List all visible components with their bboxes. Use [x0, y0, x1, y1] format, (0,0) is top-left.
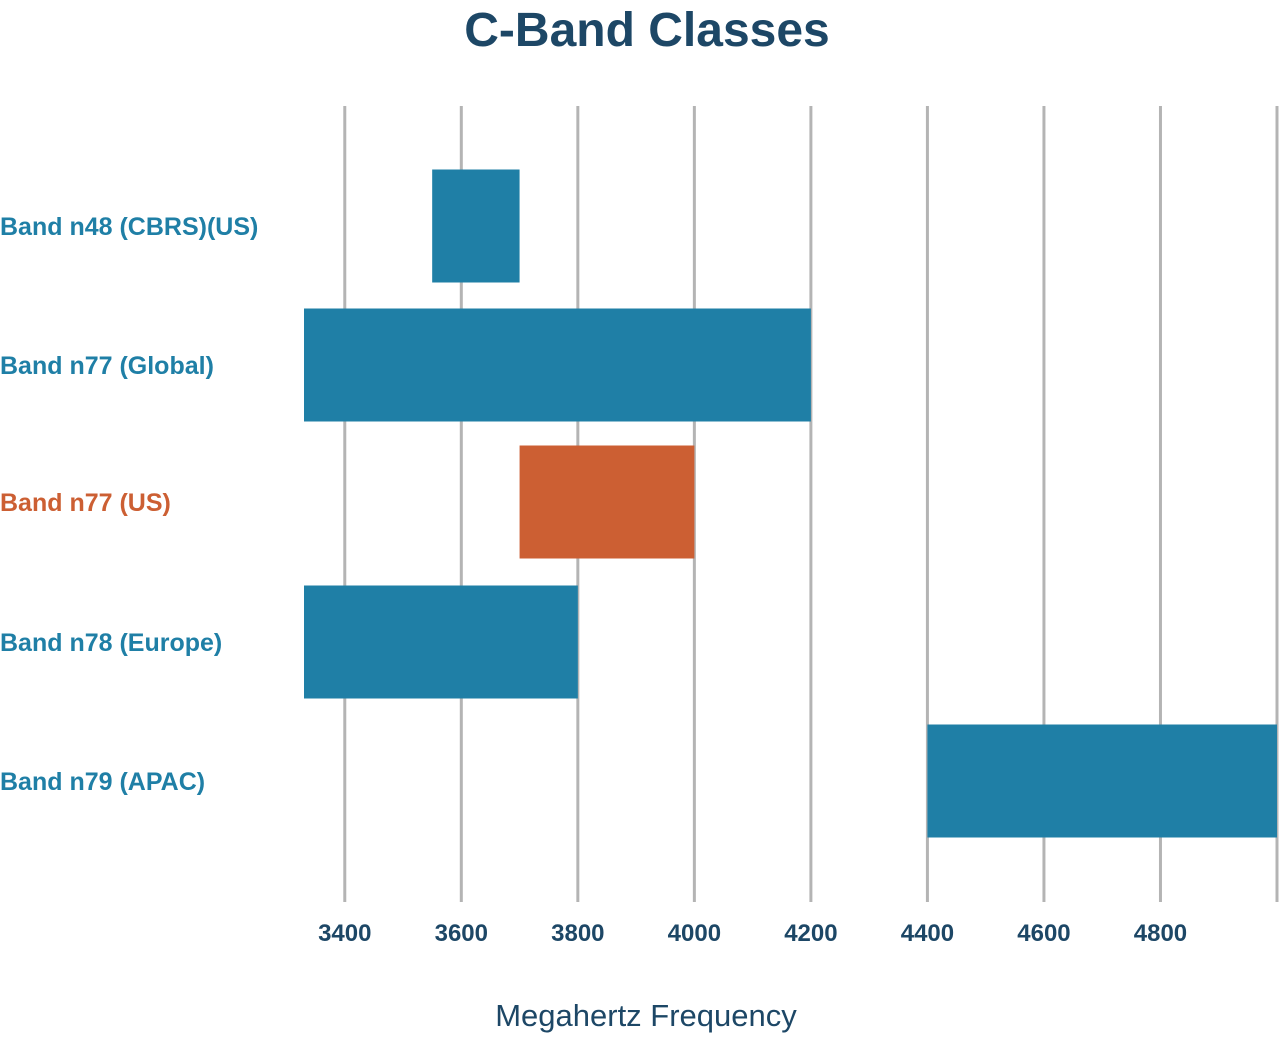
x-axis-ticks: 3400 3600 3800 4000 4200 4400 4600 4800	[318, 920, 1187, 947]
x-tick-label: 3800	[551, 920, 604, 947]
bar-1	[432, 169, 520, 283]
bars	[304, 169, 1277, 838]
x-axis-title: Megahertz Frequency	[495, 998, 797, 1033]
category-label: Band n77 (Global)	[0, 352, 214, 380]
category-labels: Band n48 (CBRS)(US) Band n77 (Global) Band…	[0, 213, 258, 796]
category-label: Band n78 (Europe)	[0, 629, 222, 657]
x-tick-label: 3400	[318, 920, 371, 947]
chart-title: C-Band Classes	[464, 4, 829, 57]
x-tick-label: 4800	[1134, 920, 1187, 947]
x-tick-label: 4200	[784, 920, 837, 947]
bar-3	[519, 445, 695, 559]
bar-4	[304, 585, 578, 699]
x-tick-label: 3600	[435, 920, 488, 947]
category-label: Band n77 (US)	[0, 489, 171, 517]
bar-2	[304, 308, 811, 422]
bar-5	[927, 724, 1277, 838]
category-label: Band n79 (APAC)	[0, 768, 205, 796]
x-tick-label: 4000	[668, 920, 721, 947]
category-label: Band n48 (CBRS)(US)	[0, 213, 258, 241]
x-tick-label: 4400	[901, 920, 954, 947]
x-tick-label: 4600	[1017, 920, 1070, 947]
